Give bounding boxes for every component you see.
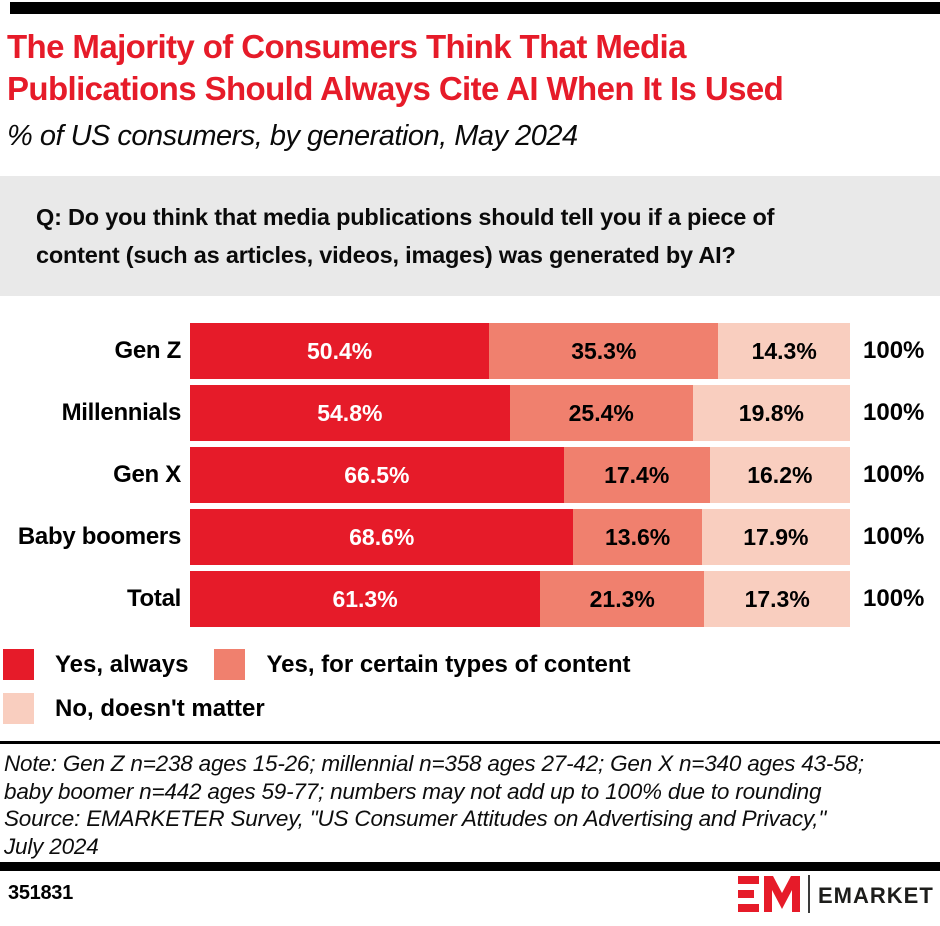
bar-value-label: 13.6%: [604, 523, 671, 550]
legend-swatch-icon: [3, 693, 34, 724]
note-line: July 2024: [4, 833, 99, 859]
row-bars: 68.6% 13.6% 17.9%: [190, 509, 850, 565]
chart-row: Baby boomers 68.6% 13.6% 17.9% 100%: [0, 509, 940, 565]
top-rule-bar: [10, 2, 940, 14]
legend-swatch-icon: [3, 649, 34, 680]
bar-value-label: 66.5%: [344, 461, 410, 488]
bar-segment: 19.8%: [692, 385, 850, 441]
emarketer-logo-svg: EMARKETER: [738, 874, 934, 913]
chart-row: Total 61.3% 21.3% 17.3% 100%: [0, 571, 940, 627]
chart-title-line-2: Publications Should Always Cite AI When …: [7, 70, 784, 107]
chart-row: Millennials 54.8% 25.4% 19.8% 100%: [0, 385, 940, 441]
bar-segment: 17.9%: [701, 509, 850, 565]
bar-value-label: 16.2%: [747, 461, 813, 488]
note-line: baby boomer n=442 ages 59-77; numbers ma…: [4, 778, 822, 804]
row-label: Baby boomers: [17, 523, 181, 550]
bar-value-label: 50.4%: [307, 337, 373, 364]
emarketer-logo: EMARKETER: [738, 874, 934, 914]
row-label: Gen X: [113, 461, 181, 488]
bar-segment: 17.4%: [563, 447, 710, 503]
bar-value-label: 54.8%: [317, 399, 383, 426]
row-total-label: 100%: [863, 523, 925, 550]
legend-label: Yes, for certain types of content: [266, 650, 631, 678]
legend-item: Yes, always: [3, 649, 188, 680]
bar-segment: 14.3%: [718, 323, 850, 379]
chart-legend: Yes, always Yes, for certain types of con…: [0, 649, 783, 724]
note-line: Source: EMARKETER Survey, "US Consumer A…: [4, 806, 827, 831]
row-total-label: 100%: [863, 399, 925, 426]
header: The Majority of Consumers Think That Med…: [0, 14, 940, 153]
note-section: Note: Gen Z n=238 ages 15-26; millennial…: [0, 741, 940, 860]
survey-question-line-2: content (such as articles, videos, image…: [36, 242, 736, 268]
bar-segment: 61.3%: [190, 571, 541, 627]
row-total-label: 100%: [863, 337, 925, 364]
bar-value-label: 14.3%: [751, 337, 817, 364]
bar-segment: 66.5%: [190, 447, 564, 503]
note-line: Note: Gen Z n=238 ages 15-26; millennial…: [4, 751, 864, 776]
row-label: Millennials: [61, 399, 182, 426]
bar-value-label: 17.9%: [743, 523, 809, 550]
bar-value-label: 17.4%: [604, 461, 670, 488]
bar-segment: 25.4%: [509, 385, 693, 441]
brand-wordmark: EMARKETER: [818, 883, 934, 908]
bar-value-label: 35.3%: [571, 337, 637, 364]
em-mark-icon: [738, 875, 800, 912]
footer: 351831 EMARKETER: [0, 871, 940, 916]
bar-segment: 35.3%: [489, 323, 719, 379]
bar-value-label: 21.3%: [589, 585, 655, 612]
row-total-label: 100%: [863, 461, 925, 488]
bar-segment: 50.4%: [190, 323, 490, 379]
bottom-rule-bar: [0, 862, 940, 871]
row-total-label: 100%: [863, 585, 925, 612]
bar-segment: 16.2%: [709, 447, 851, 503]
survey-question-box: Q: Do you think that media publications …: [0, 176, 940, 296]
bar-segment: 13.6%: [573, 509, 702, 565]
chart-subtitle: % of US consumers, by generation, May 20…: [7, 120, 578, 152]
chart-row: Gen Z 50.4% 35.3% 14.3% 100%: [0, 323, 940, 379]
row-label: Total: [126, 585, 181, 612]
survey-question-line-1: Q: Do you think that media publications …: [36, 204, 775, 230]
bar-segment: 54.8%: [190, 385, 510, 441]
row-bars: 50.4% 35.3% 14.3%: [190, 323, 850, 379]
stacked-bar-chart: Gen Z 50.4% 35.3% 14.3% 100% Millennials 54.8%…: [0, 323, 940, 627]
row-bars: 54.8% 25.4% 19.8%: [190, 385, 850, 441]
row-bars: 66.5% 17.4% 16.2%: [190, 447, 851, 503]
bar-segment: 17.3%: [704, 571, 850, 627]
bar-value-label: 68.6%: [349, 523, 415, 550]
legend-label: No, doesn't matter: [55, 694, 265, 722]
bar-value-label: 19.8%: [738, 399, 805, 426]
row-label: Gen Z: [114, 337, 181, 364]
legend-item: No, doesn't matter: [3, 693, 265, 724]
bar-value-label: 25.4%: [568, 399, 634, 426]
logo-divider: [808, 874, 810, 913]
bar-value-label: 61.3%: [332, 585, 398, 612]
row-bars: 61.3% 21.3% 17.3%: [190, 571, 850, 627]
legend-swatch-icon: [214, 649, 246, 680]
chart-row: Gen X 66.5% 17.4% 16.2% 100%: [0, 447, 940, 503]
bar-segment: 21.3%: [540, 571, 705, 627]
bar-value-label: 17.3%: [744, 585, 810, 612]
chart-title-line-1: The Majority of Consumers Think That Med…: [7, 28, 686, 65]
chart-number: 351831: [8, 882, 73, 904]
legend-item: Yes, for certain types of content: [214, 649, 631, 680]
bar-segment: 68.6%: [190, 509, 574, 565]
legend-label: Yes, always: [55, 650, 189, 678]
